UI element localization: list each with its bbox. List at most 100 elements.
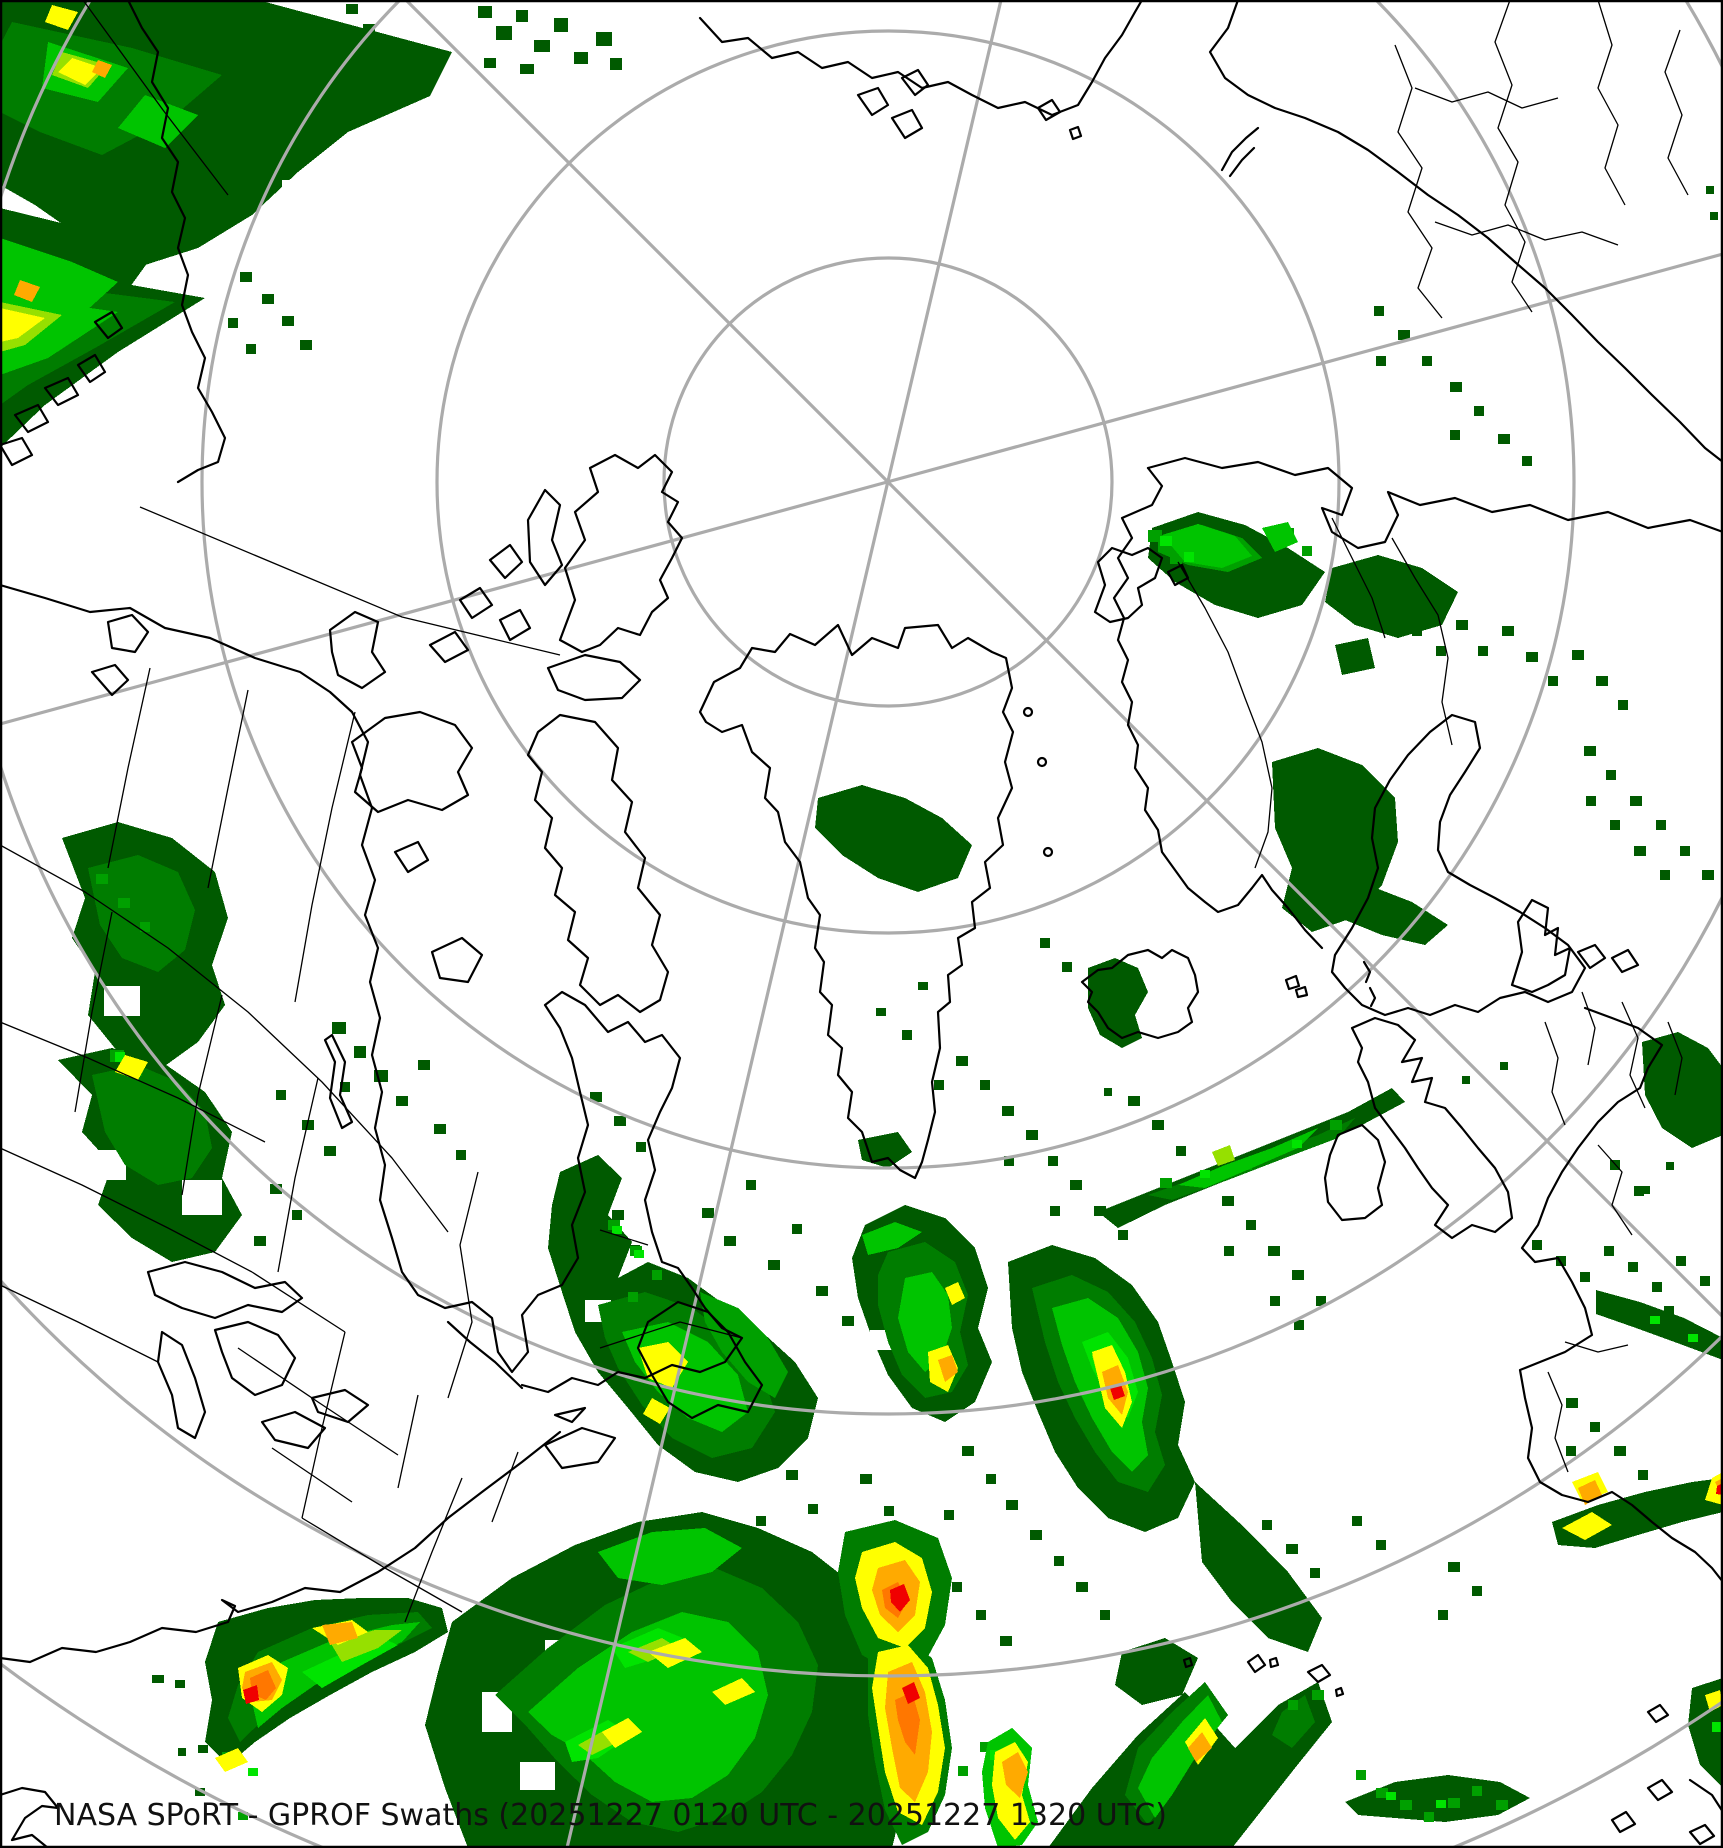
meridian-shallow — [0, 252, 1723, 726]
meridian-steep — [565, 0, 1003, 1848]
border-russia-2 — [1494, 0, 1533, 313]
baltic-sea-outline — [1330, 713, 1587, 1017]
ireland — [1323, 1123, 1387, 1222]
mid-atlantic-capes — [0, 1786, 60, 1848]
border-midwest-v3 — [301, 1517, 463, 1613]
continental-europe-coast — [1518, 1006, 1723, 1584]
core-bc-blob — [88, 855, 195, 972]
swath-bottom-band-east — [1345, 1775, 1530, 1822]
yellow-alaska — [45, 5, 102, 85]
devon-island — [546, 653, 642, 702]
canada-mainland-hudson-bay — [0, 583, 744, 1394]
jan-mayen-island — [1042, 846, 1054, 858]
iceland — [1080, 948, 1200, 1040]
severnaya-zemlya — [856, 68, 930, 140]
latitude-circle-40n — [0, 1277, 1723, 1678]
great-britain — [1350, 1016, 1514, 1240]
novaya-zemlya — [1220, 126, 1260, 178]
border-us-states-h1 — [0, 1021, 266, 1143]
border-midwest-2 — [237, 1347, 399, 1456]
map-title: NASA SPoRT - GPROF Swaths (20251227 0120… — [54, 1798, 1167, 1833]
alaska-coast — [126, 0, 227, 484]
meridian-diagonal — [404, 0, 1723, 1319]
border-northeast-1 — [404, 1477, 463, 1623]
border-spain-portugal — [1547, 1371, 1569, 1473]
latitude-circle-50n — [0, 0, 1723, 1416]
border-prairie-1 — [107, 667, 151, 869]
border-baltics-2 — [1621, 1001, 1646, 1109]
border-yukon-nwt — [139, 506, 561, 656]
border-norway-sweden — [1177, 561, 1273, 869]
yellow-midatlantic-west — [928, 1282, 965, 1392]
shetland-islands — [1362, 960, 1377, 1008]
orange-iberia — [1578, 1480, 1602, 1505]
lake-superior — [146, 1260, 304, 1320]
latitude-circle-70n — [435, 29, 1341, 935]
red-orange-band-dot — [902, 1682, 920, 1704]
admin-borders — [0, 0, 1689, 1623]
bright-iceland-uk-band — [1178, 1128, 1318, 1188]
lake-winnipeg — [323, 1033, 354, 1130]
swath-france-coast-band — [1596, 1290, 1723, 1360]
border-quebec-ontario — [447, 1171, 479, 1399]
azores-islands — [1246, 1653, 1345, 1698]
swath-greenland-tip — [858, 1132, 912, 1168]
arctic-small-islands — [393, 543, 532, 874]
st-lawrence-river — [446, 1320, 524, 1390]
yellow-iberia — [1562, 1472, 1612, 1540]
border-us-states-h3 — [0, 1284, 159, 1363]
swath-east-greenland-band — [815, 785, 972, 892]
border-germany — [1544, 1021, 1566, 1126]
southampton-island — [430, 936, 484, 984]
border-prairie-3 — [294, 711, 356, 1003]
precip-speckles-dark — [44, 4, 1718, 1796]
axel-heiberg-island — [526, 488, 564, 587]
border-pyrenees — [1564, 1341, 1629, 1353]
newfoundland-island — [636, 1300, 764, 1420]
border-russia-h1 — [1414, 87, 1559, 109]
border-us-states-h2 — [0, 1147, 253, 1273]
border-baltics-1 — [1581, 991, 1596, 1066]
franz-josef-land — [1036, 98, 1083, 141]
swath-right-edge-blob — [1642, 1032, 1723, 1148]
nova-scotia — [543, 1406, 617, 1470]
border-prairie-2 — [207, 689, 249, 889]
alaska-islands — [0, 310, 124, 467]
greenland-coastline — [698, 623, 1015, 1180]
red-midatlantic-east-dot — [1110, 1384, 1125, 1400]
border-us-states-v1 — [74, 911, 113, 1113]
orange-midatlantic-west-dot — [938, 1355, 958, 1382]
banks-island — [328, 610, 387, 690]
border-russia-4 — [1664, 29, 1689, 196]
morocco-coast-fragment — [1688, 1778, 1723, 1814]
border-midwest-1 — [251, 1271, 346, 1333]
border-alaska-yukon — [82, 0, 229, 196]
border-russia-3 — [1597, 0, 1626, 206]
border-russia-1 — [1394, 44, 1443, 319]
faroe-islands — [1284, 974, 1309, 999]
latitude-circle-60n — [200, 0, 1576, 1170]
vivid-bottom-left-band — [302, 1638, 398, 1688]
yellow-newfoundland — [638, 1342, 688, 1424]
border-midwest-v2 — [397, 1394, 419, 1489]
ellesmere-island — [558, 453, 684, 654]
precip-rain-level7-yellow — [0, 5, 1723, 1840]
great-bear-slave-lakes — [90, 613, 150, 697]
yellow-bottom-right — [992, 1718, 1218, 1840]
border-northeast-2 — [491, 1451, 519, 1523]
lake-ontario — [310, 1388, 370, 1424]
canary-islands — [1610, 1703, 1716, 1846]
madeira-island — [1182, 1656, 1194, 1669]
victoria-island — [350, 710, 474, 814]
bright-bottom-right — [982, 1695, 1222, 1848]
border-us-states-v3 — [277, 1077, 319, 1273]
norway-coast — [1112, 466, 1324, 950]
lake-michigan — [156, 1330, 207, 1440]
lake-erie — [260, 1410, 327, 1450]
border-france — [1597, 1144, 1633, 1236]
deep-orange-band — [895, 1692, 920, 1755]
us-east-coast — [0, 1430, 562, 1664]
border-sweden-finland — [1331, 517, 1386, 639]
